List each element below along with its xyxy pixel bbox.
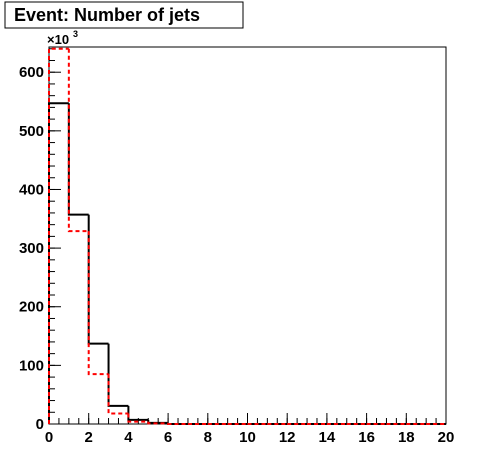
x-tick-label: 18 xyxy=(398,429,415,446)
y-tick-label: 300 xyxy=(19,240,44,257)
histogram-bin xyxy=(147,421,169,425)
histogram-bin xyxy=(107,374,129,415)
plot-frame xyxy=(48,46,447,425)
x-tick-label: 16 xyxy=(358,429,375,446)
histogram-bin xyxy=(67,48,89,233)
y-tick-label: 600 xyxy=(19,64,44,81)
x-tick-label: 4 xyxy=(124,429,133,446)
y-tick-label: 200 xyxy=(19,299,44,316)
y-tick-label: 100 xyxy=(19,357,44,374)
x-tick-label: 10 xyxy=(239,429,256,446)
x-tick-label: 20 xyxy=(438,429,455,446)
histogram-bin xyxy=(48,47,69,424)
chart-title: Event: Number of jets xyxy=(14,5,200,25)
y-multiplier: ×10 xyxy=(47,32,69,47)
x-tick-label: 14 xyxy=(319,429,336,446)
y-tick-label: 400 xyxy=(19,181,44,198)
x-tick-label: 12 xyxy=(279,429,296,446)
y-tick-label: 0 xyxy=(36,416,44,433)
histogram-bin xyxy=(127,413,149,423)
y-tick-label: 500 xyxy=(19,123,44,140)
x-tick-label: 2 xyxy=(85,429,93,446)
y-multiplier-exponent: 3 xyxy=(73,29,78,39)
x-tick-label: 6 xyxy=(164,429,172,446)
histogram-bin xyxy=(167,423,188,425)
x-tick-label: 0 xyxy=(45,429,53,446)
histogram-bin xyxy=(87,231,109,376)
title-box xyxy=(4,1,244,29)
x-tick-label: 8 xyxy=(204,429,212,446)
histogram-bin xyxy=(127,405,149,421)
